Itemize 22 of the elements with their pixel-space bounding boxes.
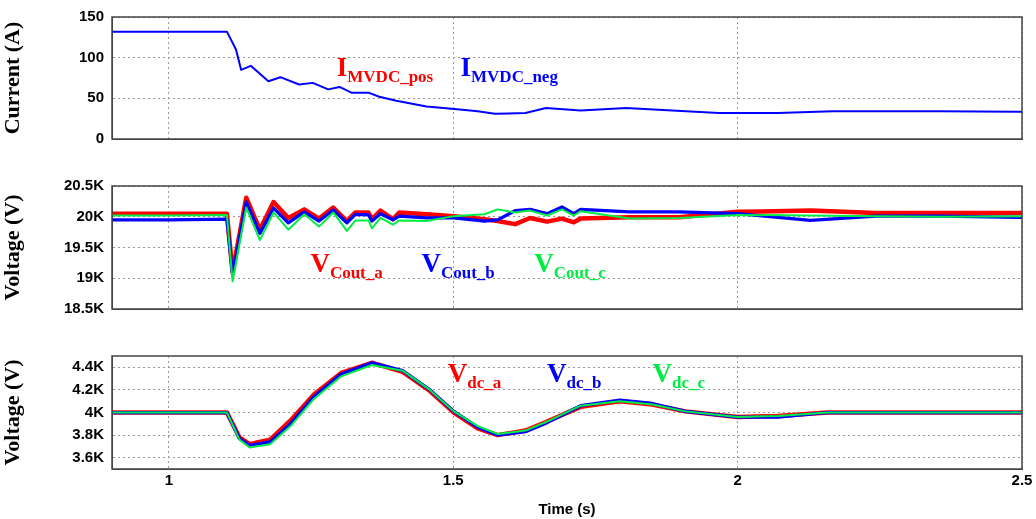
y-axis-title: Voltage (V) bbox=[0, 194, 24, 301]
x-tick-label: 1.5 bbox=[442, 471, 464, 489]
y-axis-title: Voltage (V) bbox=[0, 359, 24, 466]
y-tick-label: 18.5K bbox=[63, 299, 105, 317]
y-tick-label: 150 bbox=[78, 7, 104, 25]
y-tick-label: 0 bbox=[95, 129, 104, 147]
y-tick-label: 20.5K bbox=[63, 176, 105, 194]
y-tick-label: 19.5K bbox=[63, 237, 105, 255]
y-axis-title: Current (A) bbox=[0, 21, 24, 135]
x-tick-label: 2 bbox=[733, 471, 742, 489]
y-tick-label: 19K bbox=[76, 268, 105, 286]
y-tick-label: 20K bbox=[76, 206, 105, 224]
x-tick-label: 1 bbox=[164, 471, 174, 489]
x-axis-title: Time (s) bbox=[538, 500, 596, 518]
y-tick-label: 50 bbox=[87, 88, 104, 106]
y-tick-label: 4.4K bbox=[72, 357, 105, 375]
y-tick-label: 3.6K bbox=[72, 447, 105, 465]
y-tick-label: 4K bbox=[84, 402, 105, 420]
y-tick-label: 3.8K bbox=[72, 425, 105, 443]
y-tick-label: 4.2K bbox=[72, 380, 105, 398]
x-tick-label: 2.5 bbox=[1011, 471, 1033, 489]
y-tick-label: 100 bbox=[78, 47, 104, 65]
